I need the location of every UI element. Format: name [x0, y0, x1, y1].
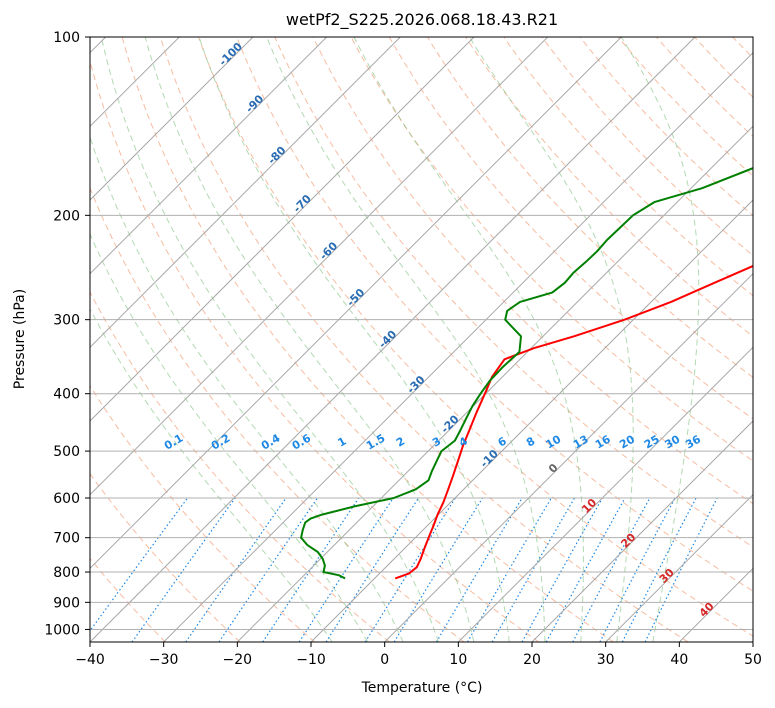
x-axis-title: Temperature (°C): [361, 680, 483, 696]
dry-adiabat-line: [312, 37, 753, 505]
y-axis: 100 200 300 400 500 600 700 800 900 1000: [44, 30, 90, 638]
y-tick-label: 900: [53, 595, 80, 611]
x-tick-label: 30: [597, 652, 615, 668]
y-axis-title: Pressure (hPa): [12, 289, 28, 389]
dry-adiabat-line: [465, 37, 753, 338]
x-tick-label: 0: [380, 652, 389, 668]
x-tick-label: −40: [75, 652, 105, 668]
background-lines: [90, 37, 753, 642]
moist-adiabat-line: [90, 232, 369, 642]
isotherm-line: [90, 37, 254, 201]
y-tick-label: 800: [53, 565, 80, 581]
isotherm-line: [90, 37, 696, 642]
x-tick-label: 20: [523, 652, 541, 668]
moist-adiabat-line: [90, 308, 333, 642]
dry-adiabat-line: [236, 37, 753, 592]
isotherm-line: [90, 37, 549, 496]
isotherm-line: [236, 125, 753, 642]
moist-adiabat-line: [144, 37, 475, 642]
mixing-ratio-line: [131, 497, 236, 642]
isotherm-line: [90, 37, 328, 275]
y-tick-label: 200: [53, 208, 80, 224]
dewpoint-profile: [300, 167, 753, 580]
mixing-ratio-line: [435, 497, 523, 642]
mixing-ratio-line: [262, 497, 360, 642]
temperature-profile: [394, 264, 753, 580]
dry-adiabat-line: [90, 291, 390, 642]
mixing-ratio-line: [621, 497, 697, 642]
x-tick-label: −20: [223, 652, 253, 668]
moist-adiabat-line: [100, 37, 439, 642]
x-tick-label: −10: [296, 652, 326, 668]
y-tick-label: 700: [53, 531, 80, 547]
dry-adiabat-line: [274, 37, 753, 548]
dry-adiabat-line: [350, 37, 753, 462]
isotherm-line: [384, 272, 753, 642]
y-tick-label: 1000: [44, 622, 80, 638]
isotherm-line: [310, 199, 753, 642]
grid-lines: [90, 37, 753, 642]
chart-title: wetPf2_S225.2026.068.18.43.R21: [286, 10, 558, 30]
x-tick-label: −30: [149, 652, 179, 668]
mixing-ratio-line: [393, 497, 484, 642]
isotherm-line: [457, 346, 753, 642]
isotherm-line: [163, 51, 753, 642]
dry-adiabat-line: [121, 37, 614, 642]
mixing-ratio-line: [364, 497, 456, 642]
isotherm-line: [531, 420, 753, 642]
moist-adiabat-line: [353, 37, 584, 642]
y-tick-label: 500: [53, 444, 80, 460]
moist-adiabat-line: [198, 37, 510, 642]
y-tick-label: 400: [53, 387, 80, 403]
y-tick-label: 600: [53, 491, 80, 507]
x-tick-label: 10: [449, 652, 467, 668]
dry-adiabat-line: [90, 472, 241, 642]
y-tick-label: 100: [53, 30, 80, 46]
plot-frame: [89, 36, 754, 643]
moist-adiabat-line: [90, 135, 404, 642]
moist-adiabat-line: [469, 37, 634, 642]
mixing-ratio-line: [545, 497, 626, 642]
y-tick-label: 300: [53, 313, 80, 329]
mixing-ratio-line: [572, 497, 651, 642]
dry-adiabat-line: [198, 37, 753, 637]
moist-adiabat-line: [620, 37, 700, 642]
x-tick-label: 50: [744, 652, 762, 668]
dry-adiabat-line: [159, 37, 689, 642]
isotherm-line: [90, 37, 475, 422]
moist-adiabat-line: [266, 37, 546, 642]
mixing-ratio-line: [90, 497, 189, 632]
isotherm-line: [605, 493, 753, 642]
dry-adiabat-line: [90, 59, 540, 642]
x-tick-label: 40: [670, 652, 688, 668]
mixing-ratio-line: [599, 497, 676, 642]
dry-adiabat-line: [579, 37, 753, 217]
dry-adiabat-line: [617, 37, 753, 177]
isotherm-line: [90, 37, 401, 349]
mixing-ratio-line: [644, 497, 718, 642]
x-axis: −40 −30 −20 −10 0 10 20 30 40 50: [75, 642, 762, 668]
sounding-profiles: [300, 167, 753, 580]
isotherm-line: [90, 37, 622, 570]
